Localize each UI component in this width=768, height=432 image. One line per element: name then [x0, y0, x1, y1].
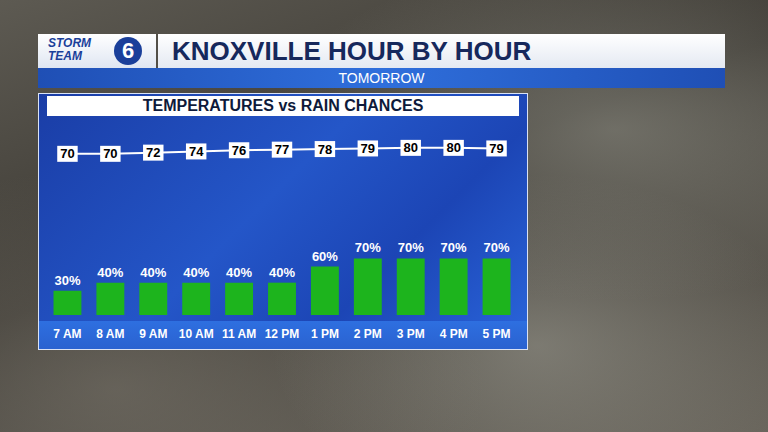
svg-text:5 PM: 5 PM	[483, 327, 511, 341]
svg-text:10 AM: 10 AM	[179, 327, 214, 341]
svg-text:80: 80	[446, 140, 460, 155]
svg-text:12 PM: 12 PM	[265, 327, 300, 341]
svg-text:80: 80	[403, 140, 417, 155]
svg-text:7 AM: 7 AM	[53, 327, 81, 341]
svg-text:78: 78	[318, 142, 332, 157]
svg-text:30%: 30%	[54, 273, 80, 288]
svg-text:77: 77	[275, 142, 289, 157]
svg-text:40%: 40%	[269, 265, 295, 280]
svg-text:40%: 40%	[226, 265, 252, 280]
svg-text:79: 79	[489, 141, 503, 156]
svg-text:72: 72	[146, 145, 160, 160]
svg-text:11 AM: 11 AM	[222, 327, 256, 341]
svg-text:8 AM: 8 AM	[96, 327, 124, 341]
svg-text:70: 70	[60, 146, 74, 161]
html-text:TOMORROW: TOMORROW	[338, 70, 425, 86]
svg-text:74: 74	[189, 144, 204, 159]
svg-text:1 PM: 1 PM	[311, 327, 339, 341]
svg-text:40%: 40%	[183, 265, 209, 280]
svg-text:40%: 40%	[140, 265, 166, 280]
svg-text:40%: 40%	[97, 265, 123, 280]
svg-text:70: 70	[103, 146, 117, 161]
html-text:TEAM: TEAM	[48, 49, 82, 63]
svg-text:3 PM: 3 PM	[397, 327, 425, 341]
svg-text:9 AM: 9 AM	[139, 327, 167, 341]
svg-text:70%: 70%	[355, 240, 381, 255]
svg-text:60%: 60%	[312, 249, 338, 264]
svg-text:76: 76	[232, 143, 246, 158]
svg-text:70%: 70%	[398, 240, 424, 255]
svg-text:4 PM: 4 PM	[440, 327, 468, 341]
svg-text:70%: 70%	[484, 240, 510, 255]
svg-text:79: 79	[361, 141, 375, 156]
html-text:KNOXVILLE HOUR BY HOUR: KNOXVILLE HOUR BY HOUR	[172, 36, 532, 66]
svg-text:70%: 70%	[441, 240, 467, 255]
html-text:6: 6	[121, 38, 135, 63]
html-text:TEMPERATURES vs RAIN CHANCES: TEMPERATURES vs RAIN CHANCES	[142, 97, 424, 114]
svg-text:2 PM: 2 PM	[354, 327, 382, 341]
html-text:STORM: STORM	[48, 36, 92, 50]
